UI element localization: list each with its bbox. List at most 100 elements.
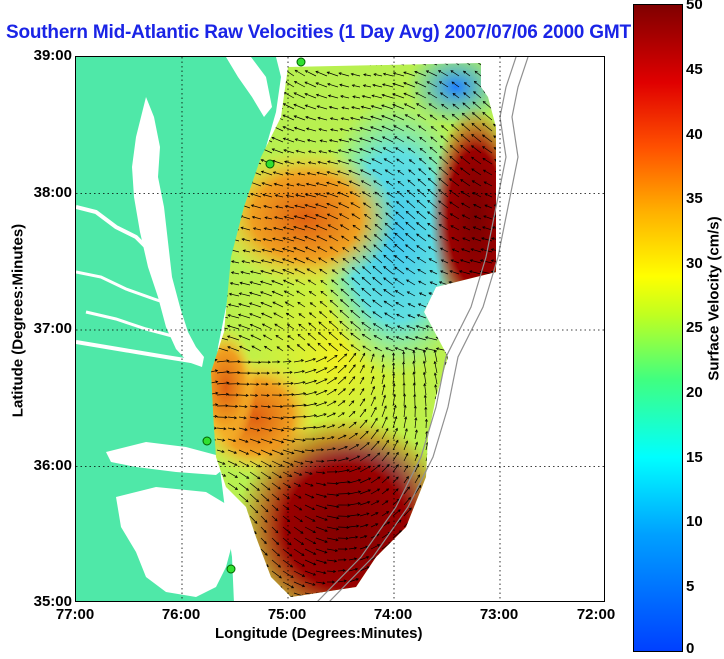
velocity-arrowhead — [295, 193, 299, 197]
velocity-arrow — [339, 343, 350, 352]
velocity-arrow — [406, 279, 416, 286]
velocity-arrow — [308, 150, 317, 154]
velocity-arrow — [473, 91, 482, 99]
velocity-arrow — [503, 373, 506, 384]
velocity-arrowhead — [395, 211, 399, 215]
velocity-arrow — [450, 70, 460, 77]
velocity-arrowhead — [351, 266, 355, 270]
velocity-arrow — [381, 552, 392, 561]
velocity-arrow — [449, 201, 460, 209]
velocity-arrowhead — [471, 237, 475, 241]
velocity-arrow — [474, 63, 482, 66]
velocity-arrowhead — [283, 215, 287, 219]
velocity-arrowhead — [324, 506, 328, 510]
velocity-arrow — [503, 543, 513, 549]
velocity-arrowhead — [339, 320, 343, 324]
velocity-arrowhead — [374, 223, 378, 227]
velocity-arrowhead — [303, 403, 307, 407]
velocity-arrowhead — [282, 114, 286, 118]
velocity-arrowhead — [472, 508, 476, 513]
velocity-arrowhead — [286, 324, 291, 327]
velocity-arrowhead — [424, 418, 428, 422]
velocity-arrowhead — [249, 323, 253, 327]
velocity-arrowhead — [491, 383, 495, 387]
velocity-arrow — [363, 245, 372, 253]
velocity-arrowhead — [238, 302, 242, 306]
velocity-arrowhead — [329, 117, 333, 121]
velocity-arrowhead — [438, 166, 442, 170]
velocity-arrow — [297, 334, 306, 341]
x-tick-label: 75:00 — [267, 606, 307, 623]
velocity-arrow — [445, 374, 449, 385]
velocity-arrowhead — [360, 105, 364, 109]
velocity-arrow — [348, 536, 358, 539]
velocity-arrow — [361, 310, 372, 319]
velocity-arrow — [350, 117, 361, 121]
velocity-arrowhead — [450, 460, 454, 464]
velocity-arrowhead — [305, 127, 310, 131]
velocity-arrow — [447, 573, 452, 583]
velocity-arrowhead — [493, 135, 496, 139]
velocity-arrowhead — [305, 257, 309, 261]
velocity-arrow — [469, 270, 482, 275]
velocity-arrow — [315, 390, 327, 396]
velocity-arrow — [359, 419, 368, 429]
velocity-arrow — [330, 117, 339, 121]
velocity-arrowhead — [304, 193, 309, 197]
velocity-arrow — [304, 426, 316, 429]
velocity-arrowhead — [446, 418, 450, 422]
velocity-arrow — [329, 246, 339, 253]
velocity-arrow — [304, 225, 317, 231]
velocity-arrow — [458, 428, 462, 440]
velocity-arrow — [326, 182, 339, 187]
velocity-arrowhead — [257, 596, 261, 597]
velocity-arrowhead — [241, 238, 245, 241]
velocity-arrow — [238, 493, 249, 503]
velocity-arrowhead — [297, 172, 301, 176]
velocity-arrowhead — [255, 405, 259, 409]
velocity-arrowhead — [485, 530, 489, 534]
velocity-arrow — [274, 323, 284, 330]
velocity-arrowhead — [361, 322, 365, 325]
velocity-arrow — [276, 63, 284, 66]
velocity-arrow — [473, 226, 482, 231]
velocity-arrow — [371, 158, 383, 165]
velocity-arrowhead — [350, 309, 354, 313]
velocity-arrowhead — [351, 213, 355, 217]
velocity-arrowhead — [469, 314, 473, 318]
velocity-arrowhead — [403, 63, 407, 64]
velocity-arrow — [381, 405, 387, 418]
velocity-arrow — [349, 138, 361, 143]
velocity-arrow — [348, 568, 358, 572]
velocity-arrowhead — [277, 60, 279, 62]
velocity-arrow — [474, 81, 482, 88]
velocity-arrow — [472, 101, 482, 110]
velocity-arrowhead — [427, 573, 430, 578]
velocity-arrow — [326, 504, 339, 508]
velocity-arrowhead — [426, 314, 430, 318]
velocity-arrowhead — [372, 323, 377, 326]
velocity-arrow — [384, 63, 394, 66]
velocity-arrowhead — [491, 281, 495, 285]
velocity-arrow — [238, 570, 246, 577]
velocity-arrow — [491, 440, 496, 451]
velocity-arrowhead — [367, 576, 371, 580]
velocity-arrow — [383, 277, 394, 286]
velocity-arrowhead — [357, 467, 361, 471]
velocity-arrowhead — [326, 171, 330, 174]
velocity-arrowhead — [473, 496, 477, 501]
velocity-arrowhead — [450, 60, 452, 62]
velocity-arrowhead — [357, 513, 361, 517]
velocity-arrow — [282, 382, 294, 385]
velocity-arrow — [359, 137, 372, 143]
velocity-arrowhead — [404, 114, 408, 118]
velocity-arrow — [227, 346, 240, 352]
velocity-arrow — [385, 222, 394, 231]
velocity-arrow — [350, 344, 361, 352]
velocity-arrow — [304, 414, 317, 418]
velocity-arrowhead — [462, 237, 466, 241]
velocity-arrowhead — [439, 235, 443, 239]
velocity-arrow — [349, 128, 361, 132]
velocity-arrow — [363, 202, 372, 209]
velocity-arrow — [483, 325, 493, 330]
